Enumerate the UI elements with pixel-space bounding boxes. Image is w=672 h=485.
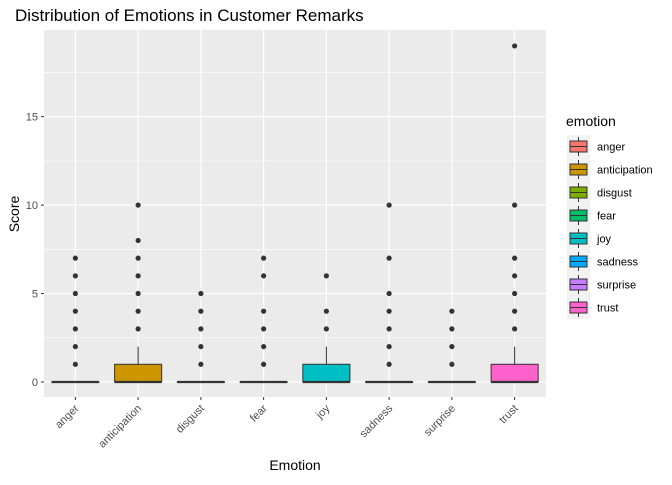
box-anger: [51, 255, 100, 384]
outlier-point: [135, 237, 141, 244]
box-trust: [490, 43, 539, 384]
outlier-point: [135, 326, 141, 332]
legend-label: surprise: [597, 280, 636, 292]
outlier-point: [449, 326, 455, 332]
outlier-point: [261, 255, 267, 261]
outlier-point: [72, 361, 78, 367]
legend-label: sadness: [597, 257, 638, 269]
outlier-point: [135, 290, 141, 297]
outlier-point: [323, 308, 329, 314]
outlier-point: [72, 255, 78, 261]
x-tick-label: trust: [497, 403, 521, 427]
legend-label: disgust: [597, 188, 632, 200]
x-tick-label: joy: [313, 402, 332, 421]
outlier-point: [261, 326, 267, 332]
outlier-point: [323, 326, 329, 332]
x-axis: anger anticipation disgust fear joy sadness su…: [53, 397, 521, 450]
outlier-point: [135, 273, 141, 279]
y-tick-label: 15: [26, 112, 38, 124]
outlier-point: [261, 308, 267, 314]
legend-item-trust: trust: [567, 296, 618, 319]
x-tick-label: fear: [248, 402, 270, 424]
outlier-point: [512, 308, 518, 314]
x-tick-label: surprise: [422, 403, 458, 439]
outlier-point: [72, 343, 78, 350]
box-anticipation: [114, 202, 163, 384]
outlier-point: [512, 273, 518, 279]
outlier-point: [449, 343, 455, 350]
outlier-point: [135, 202, 141, 208]
outlier-point: [198, 308, 204, 314]
outlier-point: [386, 343, 392, 350]
y-axis: 0 5 10 15: [26, 112, 44, 389]
box-body: [114, 363, 163, 383]
outlier-point: [512, 43, 518, 49]
outlier-point: [135, 255, 141, 261]
legend-label: fear: [597, 211, 616, 223]
y-tick-label: 0: [32, 377, 38, 389]
y-tick-label: 5: [32, 289, 38, 301]
legend-item-sadness: sadness: [567, 250, 638, 273]
outlier-point: [72, 290, 78, 297]
outlier-point: [512, 326, 518, 332]
x-tick-label: sadness: [358, 402, 396, 440]
outlier-point: [198, 343, 204, 350]
legend-item-anger: anger: [567, 135, 625, 158]
outlier-point: [512, 290, 518, 297]
legend-item-surprise: surprise: [567, 273, 636, 296]
box-joy: [302, 273, 351, 384]
outlier-point: [386, 361, 392, 367]
box-disgust: [176, 290, 225, 384]
plot-panel: [44, 30, 546, 397]
outlier-point: [386, 290, 392, 297]
box-sadness: [365, 202, 414, 384]
y-tick-label: 10: [26, 200, 38, 212]
outlier-point: [261, 273, 267, 279]
legend-item-disgust: disgust: [567, 181, 632, 204]
outlier-point: [386, 202, 392, 208]
x-tick-label: anger: [53, 402, 82, 431]
box-body: [302, 363, 351, 383]
outlier-point: [135, 308, 141, 314]
outlier-point: [386, 308, 392, 314]
outlier-point: [198, 290, 204, 297]
box-surprise: [427, 308, 476, 384]
legend-item-anticipation: anticipation: [567, 158, 653, 181]
outlier-point: [386, 255, 392, 261]
outlier-point: [449, 308, 455, 314]
x-tick-label: disgust: [174, 403, 207, 436]
grid-layer: [44, 30, 546, 397]
outlier-point: [323, 273, 329, 279]
legend-label: joy: [596, 234, 612, 246]
legend-label: anger: [597, 142, 625, 154]
legend-items: anger anticipation disgust fear joy sadness su…: [567, 135, 653, 319]
legend: emotion anger anticipation disgust fear joy s…: [566, 113, 653, 319]
legend-title: emotion: [566, 113, 616, 129]
chart-title: Distribution of Emotions in Customer Rem…: [15, 6, 364, 25]
outlier-point: [72, 308, 78, 314]
legend-item-joy: joy: [567, 227, 612, 250]
outlier-point: [198, 326, 204, 332]
x-tick-label: anticipation: [96, 403, 144, 451]
outlier-point: [512, 202, 518, 208]
outlier-point: [72, 273, 78, 279]
outlier-point: [512, 255, 518, 261]
legend-label: anticipation: [597, 165, 653, 177]
box-body: [490, 363, 539, 383]
outlier-point: [72, 326, 78, 332]
legend-item-fear: fear: [567, 204, 616, 227]
y-axis-label: Score: [6, 196, 22, 233]
outlier-point: [261, 361, 267, 367]
box-layer: [51, 43, 539, 384]
box-fear: [239, 255, 288, 384]
outlier-point: [449, 361, 455, 367]
x-axis-label: Emotion: [269, 457, 320, 473]
outlier-point: [198, 361, 204, 367]
outlier-point: [386, 326, 392, 332]
outlier-point: [261, 343, 267, 350]
legend-label: trust: [597, 303, 618, 315]
